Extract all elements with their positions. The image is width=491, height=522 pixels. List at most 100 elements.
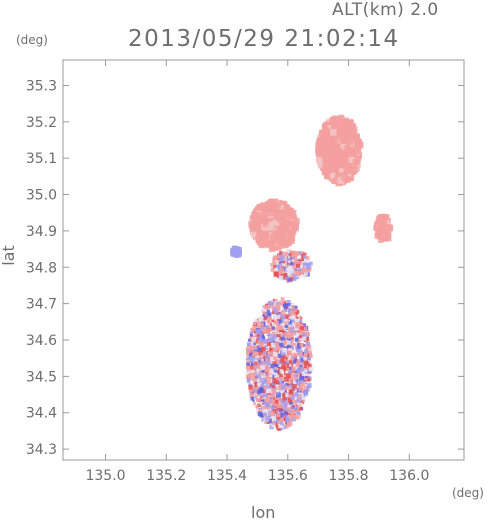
echo-cell bbox=[289, 366, 293, 370]
echo-cell bbox=[294, 415, 299, 420]
echo-cell bbox=[253, 377, 258, 382]
echo-cell bbox=[329, 116, 337, 124]
echo-cell bbox=[293, 358, 298, 363]
echo-cell bbox=[281, 384, 286, 390]
echo-cell bbox=[285, 418, 290, 423]
echo-cell bbox=[259, 395, 263, 399]
y-tick-label: 35.1 bbox=[26, 151, 57, 167]
y-axis-unit: (deg) bbox=[16, 33, 48, 47]
echo-cell bbox=[264, 378, 267, 381]
echo-cell bbox=[253, 402, 257, 406]
echo-cell bbox=[329, 155, 333, 159]
echo-cell bbox=[274, 342, 279, 346]
echo-cell bbox=[250, 396, 255, 401]
echo-cell bbox=[290, 340, 294, 344]
echo-cell bbox=[247, 378, 251, 382]
echo-cell bbox=[278, 254, 284, 260]
echo-cell bbox=[293, 406, 298, 411]
echo-cell bbox=[249, 365, 254, 370]
echo-cell bbox=[287, 361, 290, 364]
echo-cell bbox=[263, 353, 267, 356]
echo-cell bbox=[262, 401, 265, 404]
echo-cell bbox=[335, 168, 338, 172]
echo-cell bbox=[296, 402, 300, 406]
echo-cell bbox=[251, 383, 255, 387]
echo-cell bbox=[272, 334, 277, 339]
echo-cell bbox=[263, 339, 268, 344]
echo-cell bbox=[265, 354, 270, 360]
echo-region bbox=[245, 297, 314, 431]
echo-cell bbox=[265, 305, 270, 309]
timestamp-title: 2013/05/29 21:02:14 bbox=[128, 26, 400, 52]
echo-cell bbox=[263, 210, 271, 218]
echo-cell bbox=[297, 367, 300, 370]
echo-cell bbox=[375, 225, 382, 232]
echo-cell bbox=[279, 218, 285, 224]
plot-frame bbox=[62, 59, 465, 461]
echo-cell bbox=[267, 203, 274, 210]
echo-cell bbox=[278, 353, 283, 358]
echo-cell bbox=[334, 170, 341, 177]
echo-cell bbox=[386, 220, 391, 225]
echo-cell bbox=[247, 338, 251, 342]
echo-cell bbox=[252, 327, 257, 332]
echo-cell bbox=[282, 424, 286, 427]
echo-cell bbox=[254, 330, 258, 334]
echo-cell bbox=[256, 347, 262, 352]
echo-cell bbox=[281, 315, 286, 320]
echo-cell bbox=[270, 411, 275, 416]
echo-region bbox=[270, 249, 313, 283]
echo-cell bbox=[282, 250, 285, 253]
echo-cell bbox=[285, 373, 291, 379]
echo-cell bbox=[260, 365, 266, 371]
echo-cell bbox=[231, 250, 238, 257]
echo-cell bbox=[279, 402, 283, 406]
echo-cell bbox=[267, 342, 272, 347]
echo-cell bbox=[264, 316, 267, 319]
echo-cell bbox=[269, 348, 273, 352]
echo-cell bbox=[270, 268, 275, 272]
echo-cell bbox=[300, 271, 305, 275]
echo-cell bbox=[296, 406, 300, 409]
echo-cell bbox=[281, 223, 286, 228]
echo-cell bbox=[296, 316, 299, 319]
echo-cell bbox=[334, 121, 340, 126]
echo-cell bbox=[268, 419, 272, 423]
echo-cell bbox=[337, 164, 343, 171]
echo-cell bbox=[254, 395, 258, 398]
echo-cell bbox=[290, 228, 297, 235]
echo-cell bbox=[341, 118, 346, 123]
y-tick-label: 34.8 bbox=[26, 260, 57, 276]
echo-cell bbox=[316, 157, 323, 164]
echo-cell bbox=[344, 176, 350, 182]
echo-cell bbox=[288, 233, 295, 240]
echo-cell bbox=[272, 239, 278, 244]
echo-cell bbox=[300, 357, 305, 362]
echo-cell bbox=[380, 222, 387, 229]
echo-cell bbox=[281, 310, 285, 313]
echo-cell bbox=[283, 236, 288, 241]
echo-cell bbox=[307, 267, 312, 272]
echo-cell bbox=[323, 156, 330, 163]
echo-cell bbox=[305, 341, 310, 346]
echo-cell bbox=[252, 399, 255, 402]
echo-cell bbox=[343, 130, 348, 135]
echo-cell bbox=[300, 395, 306, 400]
echo-cell bbox=[268, 334, 274, 340]
echo-cell bbox=[285, 367, 290, 372]
echo-cell bbox=[288, 325, 293, 330]
echo-cell bbox=[265, 396, 271, 402]
echo-cell bbox=[254, 388, 257, 392]
echo-cell bbox=[293, 400, 298, 405]
echo-cell bbox=[303, 377, 306, 381]
echo-cell bbox=[301, 252, 304, 255]
echo-cell bbox=[260, 406, 263, 409]
echo-cell bbox=[275, 203, 281, 209]
echo-cell bbox=[284, 208, 291, 215]
echo-cell bbox=[254, 391, 257, 395]
echo-cell bbox=[305, 265, 310, 270]
echo-cell bbox=[324, 172, 331, 179]
echo-cell bbox=[298, 251, 301, 254]
echo-cell bbox=[267, 361, 272, 366]
echo-cell bbox=[287, 421, 292, 426]
